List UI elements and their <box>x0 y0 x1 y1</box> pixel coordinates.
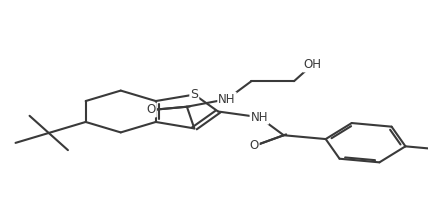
Text: NH: NH <box>218 93 236 106</box>
Text: NH: NH <box>251 111 268 124</box>
Text: O: O <box>249 139 259 153</box>
Text: OH: OH <box>303 58 321 71</box>
Text: S: S <box>190 88 198 101</box>
Text: O: O <box>147 103 156 116</box>
